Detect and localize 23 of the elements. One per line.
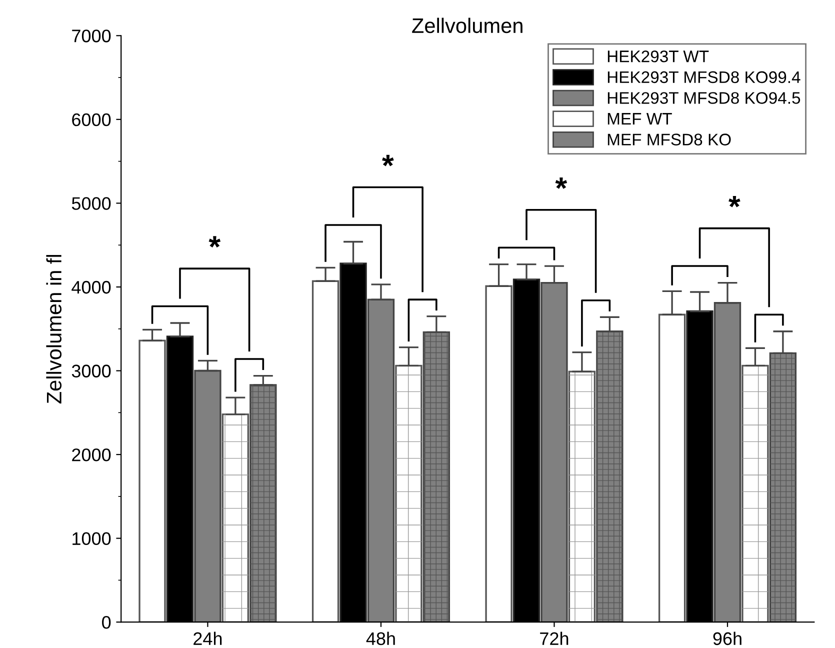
annotation: * (382, 154, 394, 166)
y-axis-title: Zellvolumen in fl (46, 254, 62, 404)
x-tick-label: 72h (540, 632, 568, 645)
y-tick-label: 7000 (72, 30, 111, 42)
y-tick-label: 1000 (72, 532, 111, 546)
legend-label: HEK293T MFSD8 KO94.5 (608, 92, 800, 104)
y-tick-label: 4000 (72, 280, 111, 294)
annotation: * (555, 178, 568, 189)
legend-label: HEK293T WT (608, 50, 709, 62)
y-tick-label: 6000 (72, 113, 111, 126)
legend-label: MEF WT (608, 113, 672, 125)
chart-title: Zellvolumen (412, 18, 522, 34)
legend-label: MEF MFSD8 KO (608, 134, 731, 146)
x-tick-label: 96h (713, 632, 742, 646)
annotation: * (728, 196, 740, 208)
annotation: * (208, 236, 221, 248)
y-tick-label: 3000 (72, 364, 111, 378)
y-tick-label: 2000 (72, 448, 111, 462)
x-tick-label: 48h (366, 632, 395, 646)
legend-label: HEK293T MFSD8 KO99.4 (608, 71, 800, 84)
y-tick-label: 5000 (72, 197, 111, 210)
y-tick-label: 0 (102, 616, 111, 629)
x-tick-label: 24h (194, 632, 222, 645)
